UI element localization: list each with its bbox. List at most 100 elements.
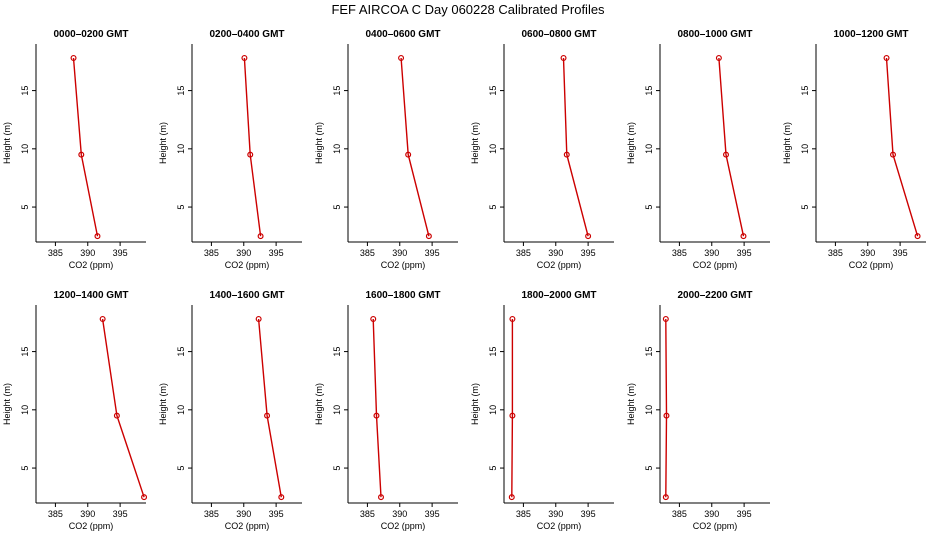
x-tick-label: 385 bbox=[204, 248, 219, 258]
profile-point bbox=[663, 412, 670, 419]
y-axis-label: Height (m) bbox=[2, 122, 12, 164]
y-tick-label: 15 bbox=[644, 347, 654, 357]
x-tick-label: 395 bbox=[113, 248, 128, 258]
y-axis-label: Height (m) bbox=[470, 383, 480, 425]
profile-point bbox=[241, 54, 248, 61]
x-axis-label: CO2 (ppm) bbox=[537, 521, 582, 531]
y-axis-label: Height (m) bbox=[626, 383, 636, 425]
profile-point bbox=[113, 412, 120, 419]
x-axis-label: CO2 (ppm) bbox=[381, 260, 426, 270]
x-tick-label: 385 bbox=[360, 509, 375, 519]
profile-point bbox=[563, 151, 570, 158]
x-axis-label: CO2 (ppm) bbox=[693, 260, 738, 270]
panel-title: 0200–0400 GMT bbox=[209, 29, 284, 40]
y-tick-label: 15 bbox=[20, 347, 30, 357]
x-axis-label: CO2 (ppm) bbox=[693, 521, 738, 531]
profile-point bbox=[425, 233, 432, 240]
panel-title: 0000–0200 GMT bbox=[53, 29, 128, 40]
y-axis-label: Height (m) bbox=[314, 122, 324, 164]
profile-point bbox=[662, 494, 669, 501]
panel-title: 1800–2000 GMT bbox=[521, 290, 596, 301]
x-tick-label: 385 bbox=[360, 248, 375, 258]
profile-line bbox=[372, 318, 382, 498]
x-axis-label: CO2 (ppm) bbox=[69, 521, 114, 531]
y-axis-label: Height (m) bbox=[470, 122, 480, 164]
y-tick-label: 15 bbox=[20, 86, 30, 96]
x-tick-label: 395 bbox=[269, 509, 284, 519]
x-tick-label: 390 bbox=[392, 248, 407, 258]
profile-point bbox=[509, 412, 516, 419]
profile-point bbox=[94, 233, 101, 240]
x-tick-label: 395 bbox=[581, 248, 596, 258]
profile-point bbox=[247, 151, 254, 158]
y-tick-label: 5 bbox=[800, 205, 810, 210]
profile-point bbox=[508, 494, 515, 501]
x-tick-label: 395 bbox=[113, 509, 128, 519]
x-tick-label: 385 bbox=[516, 509, 531, 519]
profile-panel: 1600–1800 GMT 385 390 395 5 10 15 CO2 (ppm) Heig… bbox=[314, 290, 458, 531]
x-tick-label: 395 bbox=[269, 248, 284, 258]
x-tick-label: 385 bbox=[672, 248, 687, 258]
profile-point bbox=[889, 151, 896, 158]
x-tick-label: 390 bbox=[704, 248, 719, 258]
y-tick-label: 10 bbox=[488, 144, 498, 154]
x-tick-label: 395 bbox=[737, 509, 752, 519]
y-tick-label: 10 bbox=[176, 405, 186, 415]
x-tick-label: 390 bbox=[548, 509, 563, 519]
profile-line bbox=[562, 57, 589, 237]
profile-line bbox=[665, 318, 668, 498]
profile-line bbox=[243, 57, 262, 237]
profile-point bbox=[914, 233, 921, 240]
figure-title: FEF AIRCOA C Day 060228 Calibrated Profi… bbox=[331, 2, 605, 17]
panel-title: 1200–1400 GMT bbox=[53, 290, 128, 301]
x-tick-label: 395 bbox=[893, 248, 908, 258]
y-tick-label: 15 bbox=[176, 86, 186, 96]
profile-panel: 0800–1000 GMT 385 390 395 5 10 15 CO2 (ppm) Heig… bbox=[626, 29, 770, 270]
y-tick-label: 5 bbox=[644, 205, 654, 210]
profile-line bbox=[885, 57, 919, 237]
profile-point bbox=[722, 151, 729, 158]
x-axis-label: CO2 (ppm) bbox=[225, 521, 270, 531]
y-tick-label: 15 bbox=[488, 347, 498, 357]
x-tick-label: 390 bbox=[80, 509, 95, 519]
profile-panel: 1200–1400 GMT 385 390 395 5 10 15 CO2 (ppm) Heig… bbox=[2, 290, 148, 531]
x-axis-label: CO2 (ppm) bbox=[537, 260, 582, 270]
x-tick-label: 385 bbox=[48, 248, 63, 258]
panel-title: 2000–2200 GMT bbox=[677, 290, 752, 301]
x-tick-label: 395 bbox=[425, 248, 440, 258]
x-tick-label: 385 bbox=[48, 509, 63, 519]
x-tick-label: 385 bbox=[828, 248, 843, 258]
y-axis-label: Height (m) bbox=[158, 122, 168, 164]
profile-panel: 0600–0800 GMT 385 390 395 5 10 15 CO2 (ppm) Heig… bbox=[470, 29, 614, 270]
y-tick-label: 10 bbox=[332, 144, 342, 154]
profile-point bbox=[585, 233, 592, 240]
x-axis-label: CO2 (ppm) bbox=[381, 521, 426, 531]
profile-line bbox=[400, 57, 430, 237]
x-axis-label: CO2 (ppm) bbox=[225, 260, 270, 270]
x-tick-label: 385 bbox=[672, 509, 687, 519]
panel-title: 1400–1600 GMT bbox=[209, 290, 284, 301]
x-axis-label: CO2 (ppm) bbox=[69, 260, 114, 270]
profile-point bbox=[373, 412, 380, 419]
y-tick-label: 10 bbox=[20, 405, 30, 415]
profile-point bbox=[70, 54, 77, 61]
panel-title: 1600–1800 GMT bbox=[365, 290, 440, 301]
profile-panel: 0400–0600 GMT 385 390 395 5 10 15 CO2 (ppm) Heig… bbox=[314, 29, 458, 270]
profile-point bbox=[257, 233, 264, 240]
y-tick-label: 5 bbox=[332, 205, 342, 210]
y-tick-label: 15 bbox=[488, 86, 498, 96]
y-tick-label: 10 bbox=[332, 405, 342, 415]
y-tick-label: 10 bbox=[800, 144, 810, 154]
x-tick-label: 390 bbox=[392, 509, 407, 519]
profile-point bbox=[78, 151, 85, 158]
profile-point bbox=[99, 315, 106, 322]
profile-line bbox=[257, 318, 282, 498]
profile-line bbox=[718, 57, 745, 237]
x-tick-label: 395 bbox=[737, 248, 752, 258]
x-tick-label: 395 bbox=[581, 509, 596, 519]
y-tick-label: 5 bbox=[488, 205, 498, 210]
panel-title: 1000–1200 GMT bbox=[833, 29, 908, 40]
profile-point bbox=[883, 54, 890, 61]
x-axis-label: CO2 (ppm) bbox=[849, 260, 894, 270]
y-tick-label: 10 bbox=[644, 144, 654, 154]
